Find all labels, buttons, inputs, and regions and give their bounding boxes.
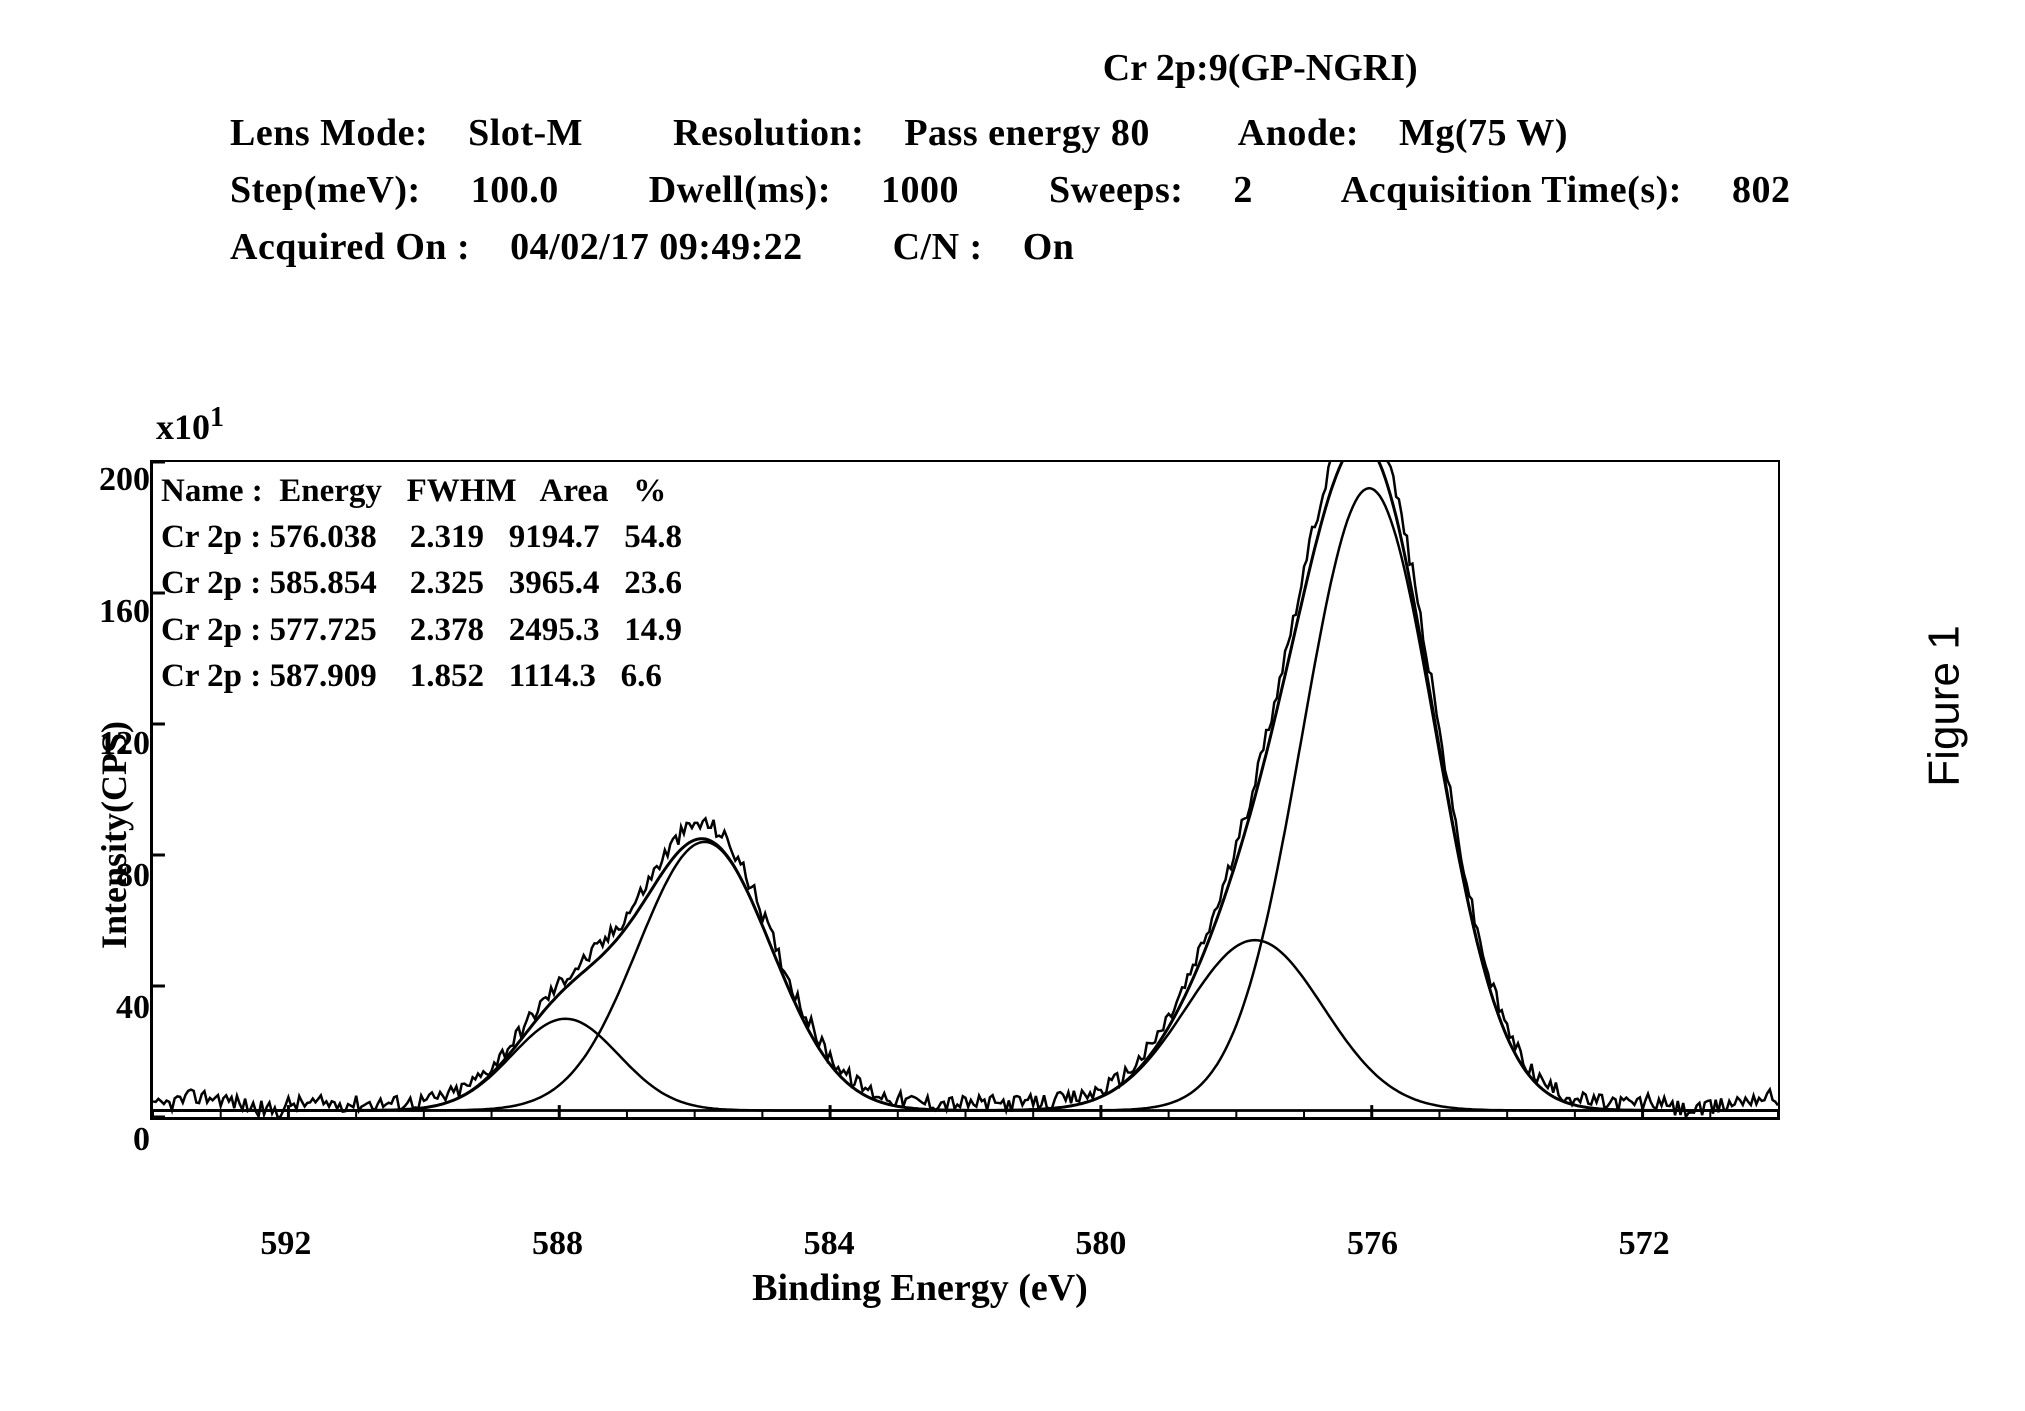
acquired-on-value: 04/02/17 09:49:22 <box>510 226 802 268</box>
y-tick: 160 <box>60 593 150 631</box>
y-tick-group: 0 40 80 120 160 200 <box>60 460 150 1210</box>
peak-table-row: Cr 2p : 577.725 2.378 2495.3 14.9 <box>161 607 682 653</box>
dwell-label: Dwell(ms): <box>649 169 831 211</box>
acquired-on-label: Acquired On : <box>230 226 470 268</box>
resolution-value: Pass energy 80 <box>904 112 1150 154</box>
figure-number-label: Figure 1 <box>1919 625 1969 786</box>
x-tick: 592 <box>260 1225 311 1263</box>
step-value: 100.0 <box>471 169 559 211</box>
cn-label: C/N : <box>893 226 983 268</box>
xps-chart: Intensity(CPS) Binding Energy (eV) x101 … <box>60 460 1780 1210</box>
y-axis-exponent: x101 <box>156 402 224 448</box>
peak-table-row: Cr 2p : 585.854 2.325 3965.4 23.6 <box>161 560 682 606</box>
resolution-label: Resolution: <box>673 112 864 154</box>
dwell-value: 1000 <box>881 169 959 211</box>
param-line-1: Lens Mode: Slot-M Resolution: Pass energy … <box>230 105 1870 162</box>
x-tick: 580 <box>1075 1225 1126 1263</box>
x-tick-group: 592 588 584 580 576 572 <box>150 1225 1780 1265</box>
y-tick: 80 <box>60 857 150 895</box>
figure-container: Cr 2p:9(GP-NGRI) Lens Mode: Slot-M Resolu… <box>20 20 2025 1391</box>
sweeps-value: 2 <box>1233 169 1253 211</box>
anode-value: Mg(75 W) <box>1399 112 1568 154</box>
peak-table-row: Cr 2p : 587.909 1.852 1114.3 6.6 <box>161 653 682 699</box>
y-tick: 200 <box>60 461 150 499</box>
param-line-2: Step(meV): 100.0 Dwell(ms): 1000 Sweeps:… <box>230 162 1870 219</box>
y-tick: 0 <box>60 1121 150 1159</box>
step-label: Step(meV): <box>230 169 421 211</box>
x-axis-label: Binding Energy (eV) <box>752 1266 1088 1310</box>
y-tick: 40 <box>60 989 150 1027</box>
x-tick: 588 <box>532 1225 583 1263</box>
y-tick: 120 <box>60 725 150 763</box>
cn-value: On <box>1023 226 1075 268</box>
acq-time-value: 802 <box>1732 169 1791 211</box>
spectrum-title: Cr 2p:9(GP-NGRI) <box>650 40 1870 97</box>
x-tick: 576 <box>1347 1225 1398 1263</box>
y-exp-prefix: x10 <box>156 407 210 447</box>
x-tick: 572 <box>1619 1225 1670 1263</box>
peak-fit-table: Name : Energy FWHM Area % Cr 2p : 576.03… <box>161 468 682 699</box>
sweeps-label: Sweeps: <box>1049 169 1183 211</box>
header-block: Cr 2p:9(GP-NGRI) Lens Mode: Slot-M Resolu… <box>230 40 1870 276</box>
peak-table-row: Cr 2p : 576.038 2.319 9194.7 54.8 <box>161 514 682 560</box>
lens-mode-value: Slot-M <box>468 112 583 154</box>
param-line-3: Acquired On : 04/02/17 09:49:22 C/N : On <box>230 219 1870 276</box>
y-exp-power: 1 <box>210 402 224 433</box>
plot-area: Name : Energy FWHM Area % Cr 2p : 576.03… <box>150 460 1780 1120</box>
x-tick: 584 <box>804 1225 855 1263</box>
lens-mode-label: Lens Mode: <box>230 112 428 154</box>
anode-label: Anode: <box>1238 112 1359 154</box>
peak-table-header: Name : Energy FWHM Area % <box>161 468 682 514</box>
acq-time-label: Acquisition Time(s): <box>1341 169 1682 211</box>
